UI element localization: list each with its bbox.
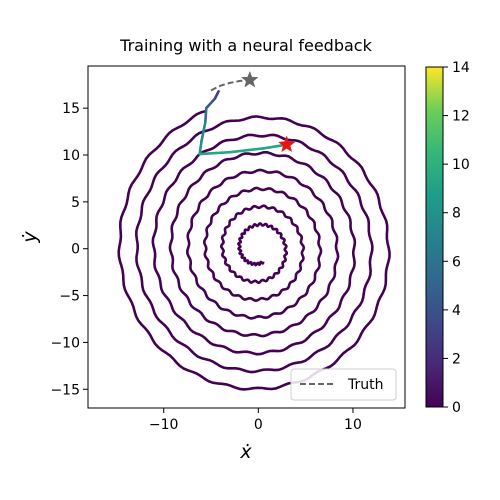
y-tick-label: −5 <box>59 289 80 305</box>
colorbar-gradient <box>425 66 444 408</box>
plot-area: −10 0 10 −15 −10 −5 0 5 10 15 <box>50 65 406 433</box>
colorbar-tick-label: 8 <box>452 206 461 222</box>
prediction-endpoint-star <box>277 135 296 153</box>
x-axis: −10 0 10 <box>149 408 362 433</box>
colorbar-tick-label: 0 <box>452 400 461 416</box>
y-tick-label: −10 <box>50 335 80 351</box>
truth-endpoint-star <box>241 70 259 88</box>
legend-truth-label: Truth <box>347 377 384 393</box>
colorbar-tick-label: 10 <box>452 157 470 173</box>
feedback-path-segment <box>213 89 220 101</box>
plot-frame <box>87 65 406 409</box>
y-axis: −15 −10 −5 0 5 10 15 <box>50 101 88 398</box>
colorbar: 0 2 4 6 8 10 12 14 <box>425 60 470 416</box>
y-tick-label: 15 <box>62 101 80 117</box>
y-axis-label: ẏ <box>19 231 41 244</box>
x-axis-label: ẋ <box>239 441 252 463</box>
feedback-path-segment <box>204 97 217 110</box>
feedback-path-segment <box>204 106 208 124</box>
colorbar-tick-label: 4 <box>452 303 461 319</box>
feedback-path-segment <box>228 147 265 154</box>
chart-title: Training with a neural feedback <box>119 36 372 55</box>
x-tick-label: 0 <box>254 417 263 433</box>
feedback-path-segment <box>198 150 232 156</box>
truth-line <box>210 79 250 92</box>
legend: Truth <box>290 368 397 401</box>
colorbar-tick-label: 12 <box>452 109 470 125</box>
y-tick-label: 5 <box>71 195 80 211</box>
x-tick-label: 10 <box>344 417 362 433</box>
feedback-path-segment <box>200 120 207 143</box>
colorbar-tick-label: 14 <box>452 60 470 76</box>
y-tick-label: 10 <box>62 148 80 164</box>
legend-box <box>290 368 397 401</box>
y-tick-label: −15 <box>50 382 80 398</box>
colorbar-tick-label: 2 <box>452 351 461 367</box>
colorbar-tick-label: 6 <box>452 254 461 270</box>
y-tick-label: 0 <box>71 242 80 258</box>
x-tick-label: −10 <box>149 417 179 433</box>
spiral-trajectory <box>117 109 391 391</box>
feedback-path-segment <box>198 139 203 156</box>
